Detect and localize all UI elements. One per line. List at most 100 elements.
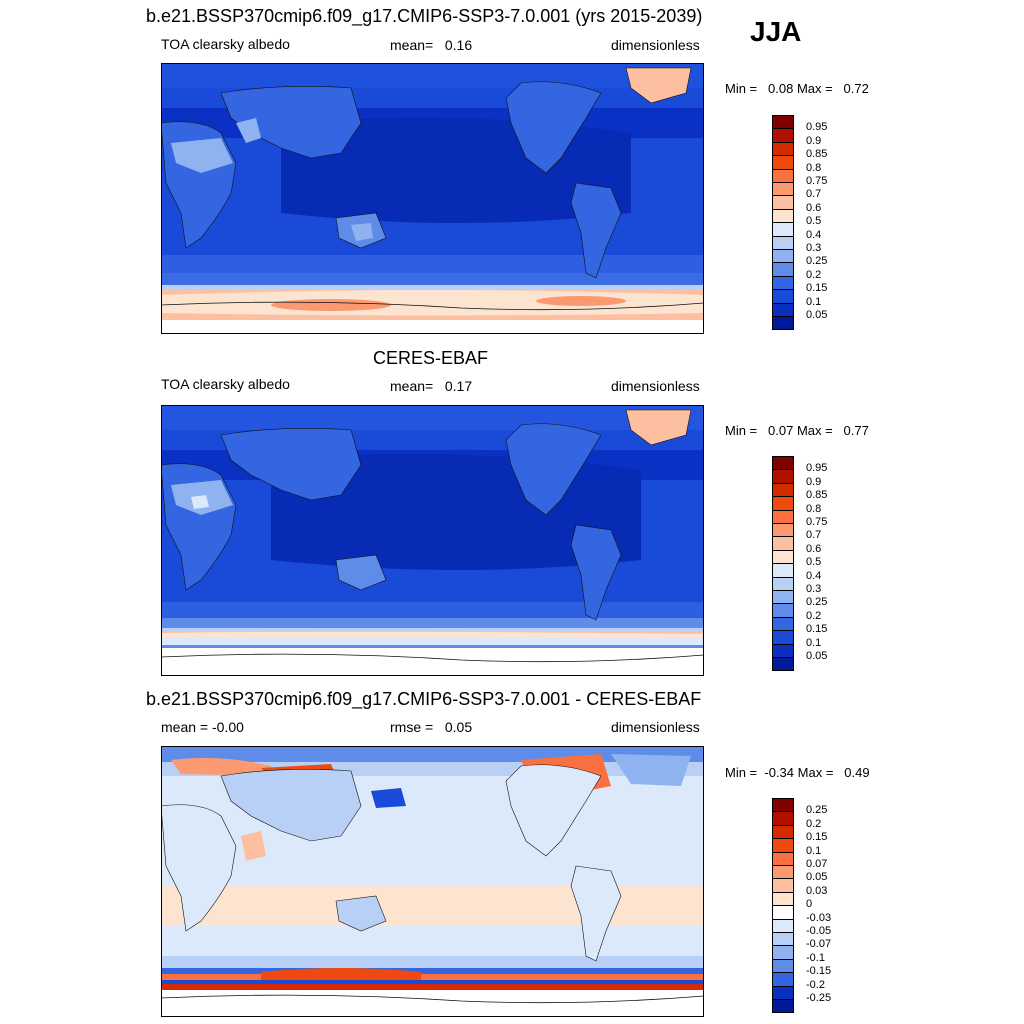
panel2-mean-label: mean= 0.17 [390,379,472,393]
panel1-min-key: Min = [725,81,758,96]
colorbar-swatch [772,141,794,157]
colorbar-swatch [772,302,794,317]
colorbar-swatch [772,657,794,672]
colorbar-swatch [772,208,794,224]
colorbar-label: 0.85 [806,489,828,502]
colorbar-label: 0.15 [806,282,828,295]
panel2-min-value: 0.07 [768,423,794,438]
colorbar-swatch [772,824,794,840]
colorbar-swatch [772,496,794,511]
colorbar-swatch [772,289,794,304]
colorbar-label: 0.07 [806,858,828,870]
panel3-map [161,746,704,1017]
panel2-mean-key: mean= [390,378,434,394]
colorbar-label: 0.15 [806,831,828,844]
panel1-map [161,63,704,334]
colorbar-label: 0.6 [806,201,822,214]
colorbar-swatch [772,603,794,618]
colorbar-swatch [772,972,794,987]
colorbar-label: -0.05 [806,925,832,937]
panel2-units: dimensionless [611,378,700,394]
colorbar-label: 0.4 [806,228,822,241]
panel2-variable-label: TOA clearsky albedo [161,376,290,392]
colorbar-swatch [772,865,794,880]
colorbar-swatch [772,563,794,578]
colorbar-label: 0.1 [806,844,822,857]
colorbar-swatch [772,509,794,524]
panel1-max-value: 0.72 [843,81,869,96]
colorbar-swatch [772,275,794,291]
panel1-mean-value: 0.16 [444,37,473,53]
panel3-minmax: Min = -0.34 Max = 0.49 [725,766,870,779]
colorbar-swatch [772,316,794,331]
colorbar-swatch [772,195,794,210]
panel3-max-value: 0.49 [844,765,870,780]
colorbar-label: 0.85 [806,148,828,161]
colorbar-swatch [772,249,794,264]
colorbar-swatch [772,630,794,645]
panel2-minmax: Min = 0.07 Max = 0.77 [725,424,869,437]
colorbar-swatch [772,878,794,893]
colorbar-label: 0.2 [806,268,822,281]
colorbar-label: -0.15 [806,965,832,978]
colorbar-label: 0.8 [806,502,822,515]
colorbar-swatch [772,590,794,605]
panel3-min-value: -0.34 [764,765,795,780]
colorbar-swatch [772,643,794,658]
colorbar-label: 0.5 [806,215,822,228]
panel1-max-key: Max = [796,81,833,96]
colorbar-label: 0.05 [806,871,828,884]
colorbar-label: 0.2 [806,817,822,830]
colorbar-label: 0.03 [806,884,828,897]
panel3-rmse-value: 0.05 [444,719,473,735]
colorbar-label: 0 [806,898,813,911]
colorbar-swatch [772,536,794,551]
colorbar-label: 0.2 [806,609,822,622]
colorbar-swatch [772,235,794,250]
panel1-mean-label: mean= 0.16 [390,38,472,52]
colorbar-swatch [772,482,794,498]
colorbar-swatch [772,918,794,933]
colorbar-label: -0.1 [806,951,825,964]
colorbar-label: 0.25 [806,255,828,268]
colorbar-swatch [772,262,794,277]
panel3-units: dimensionless [611,719,700,735]
panel2-max-value: 0.77 [843,423,869,438]
colorbar-label: 0.7 [806,188,822,201]
colorbar-label: 0.15 [806,623,828,636]
colorbar-swatch [772,999,794,1014]
colorbar-label: 0.95 [806,462,828,475]
colorbar-swatch [772,155,794,170]
panel3-rmse-key: rmse = [390,719,434,735]
colorbar-swatch [772,958,794,974]
colorbar-label: -0.25 [806,992,832,1004]
panel1-title: b.e21.BSSP370cmip6.f09_g17.CMIP6-SSP3-7.… [146,6,703,26]
colorbar-label: 0.75 [806,175,828,187]
colorbar-label: 0.3 [806,242,822,254]
colorbar-swatch [772,168,794,183]
colorbar-swatch [772,838,794,853]
colorbar-label: 0.4 [806,569,822,582]
panel1-minmax: Min = 0.08 Max = 0.72 [725,82,869,95]
colorbar-label: -0.03 [806,911,832,924]
panel2-mean-value: 0.17 [444,378,473,394]
colorbar-swatch [772,456,794,471]
panel3-max-key: Max = [797,765,834,780]
colorbar-swatch [772,576,794,591]
colorbar-label: 0.6 [806,542,822,555]
colorbar-label: 0.8 [806,161,822,174]
colorbar-swatch [772,811,794,826]
colorbar-label: 0.3 [806,583,822,595]
colorbar-swatch [772,549,794,565]
colorbar-swatch [772,128,794,143]
colorbar-swatch [772,985,794,1000]
colorbar-label: 0.05 [806,309,828,321]
colorbar-swatch [772,616,794,632]
colorbar-swatch [772,469,794,484]
panel2-min-key: Min = [725,423,758,438]
panel3-title: b.e21.BSSP370cmip6.f09_g17.CMIP6-SSP3-7.… [146,689,702,709]
panel1-variable-label: TOA clearsky albedo [161,36,290,52]
colorbar-swatch [772,945,794,960]
colorbar-label: 0.05 [806,650,828,662]
colorbar-swatch [772,905,794,920]
